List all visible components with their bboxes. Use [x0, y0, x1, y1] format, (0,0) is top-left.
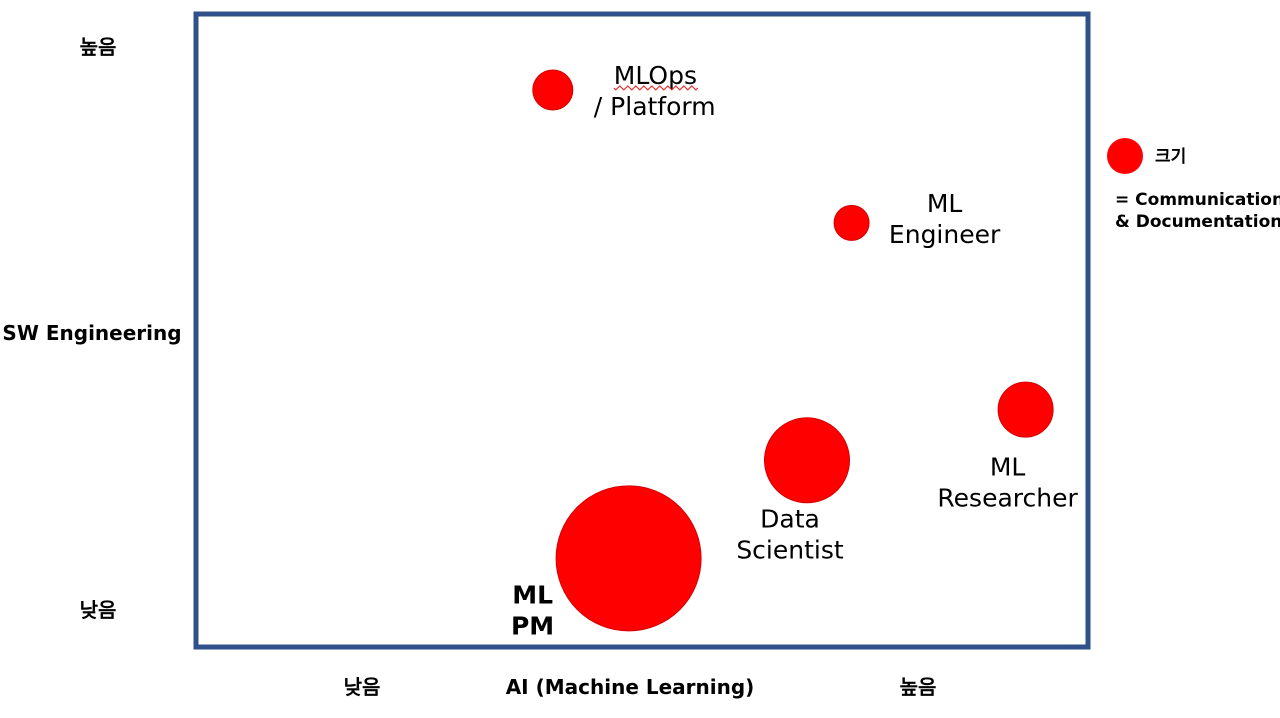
- bubble-label-ml-engineer-line-1: ML: [927, 189, 963, 218]
- legend-marker: [1107, 138, 1143, 174]
- bubble-label-mlops-line-2: / Platform: [594, 92, 716, 121]
- bubble-label-ml-researcher-line-1: ML: [990, 453, 1026, 482]
- legend-description-line-2: & Documentation: [1115, 212, 1280, 232]
- x-axis-title: AI (Machine Learning): [506, 675, 755, 699]
- y-axis-title: SW Engineering: [2, 321, 181, 345]
- y-low-label: 낮음: [80, 598, 117, 622]
- y-high-label: 높음: [80, 35, 117, 59]
- bubble-mlops: [532, 69, 574, 111]
- bubble-labels: MLOps/ PlatformMLEngineerMLResearcherDat…: [511, 61, 1078, 640]
- bubble-label-data-scientist-line-1: Data: [760, 504, 820, 533]
- bubble-label-ml-pm-line-1: ML: [512, 580, 553, 609]
- bubble-label-ml-researcher-line-2: Researcher: [937, 484, 1078, 513]
- x-high-label: 높음: [900, 675, 937, 699]
- bubble-ml-engineer: [833, 204, 870, 241]
- spellcheck-underline: [613, 85, 699, 91]
- bubble-label-ml-pm-line-2: PM: [511, 611, 554, 640]
- bubble-data-scientist: [764, 417, 850, 504]
- bubble-series: [532, 69, 1054, 632]
- bubble-ml-researcher: [997, 381, 1054, 438]
- legend-marker-label: 크기: [1155, 147, 1186, 167]
- bubble-ml-pm: [555, 485, 702, 632]
- legend-description-line-1: = Communication: [1115, 190, 1280, 210]
- x-low-label: 낮음: [344, 675, 381, 699]
- legend: 크기 = Communication & Documentation: [1107, 138, 1280, 232]
- bubble-label-ml-engineer-line-2: Engineer: [889, 220, 1001, 249]
- bubble-label-mlops-line-1: MLOps: [614, 61, 697, 90]
- bubble-label-data-scientist-line-2: Scientist: [736, 535, 844, 564]
